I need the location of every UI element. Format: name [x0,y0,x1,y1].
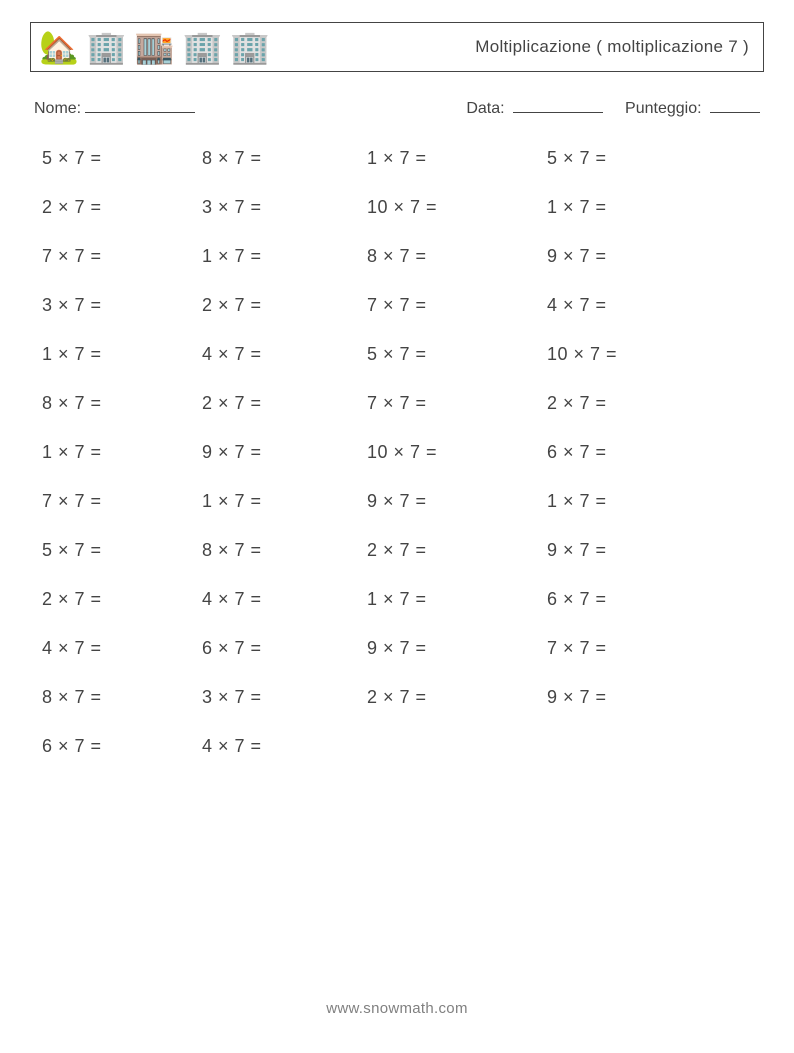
problem-cell: 7 × 7 = [42,491,202,512]
problem-cell: 2 × 7 = [367,540,547,561]
problem-cell: 6 × 7 = [547,589,717,610]
problem-row: 1 × 7 =9 × 7 =10 × 7 =6 × 7 = [42,442,764,463]
problem-cell: 4 × 7 = [202,589,367,610]
problem-row: 8 × 7 =2 × 7 =7 × 7 =2 × 7 = [42,393,764,414]
problem-cell: 2 × 7 = [42,589,202,610]
building-icon: 🏬 [135,31,175,63]
problem-cell: 1 × 7 = [547,197,717,218]
name-blank[interactable] [85,98,195,113]
name-field: Nome: [34,98,195,118]
problem-cell: 1 × 7 = [367,148,547,169]
footer-url: www.snowmath.com [0,1000,794,1017]
problem-cell: 1 × 7 = [42,442,202,463]
problem-row: 5 × 7 =8 × 7 =2 × 7 =9 × 7 = [42,540,764,561]
problem-cell: 7 × 7 = [42,246,202,267]
problem-cell: 6 × 7 = [547,442,717,463]
building-icon: 🏢 [87,31,127,63]
building-icon: 🏡 [39,31,79,63]
worksheet-header: 🏡 🏢 🏬 🏢 🏢 Moltiplicazione ( moltiplicazi… [30,22,764,72]
score-field: Punteggio: [625,98,760,118]
problem-cell: 3 × 7 = [202,197,367,218]
problem-cell [547,736,717,757]
problem-cell: 2 × 7 = [42,197,202,218]
problem-cell: 8 × 7 = [42,687,202,708]
problem-row: 7 × 7 =1 × 7 =9 × 7 =1 × 7 = [42,491,764,512]
problem-cell: 1 × 7 = [547,491,717,512]
problem-cell: 2 × 7 = [202,393,367,414]
building-icon: 🏢 [230,31,270,63]
problem-cell: 2 × 7 = [202,295,367,316]
problem-cell: 8 × 7 = [367,246,547,267]
problem-cell: 9 × 7 = [547,687,717,708]
problem-row: 2 × 7 =3 × 7 =10 × 7 =1 × 7 = [42,197,764,218]
problem-row: 6 × 7 =4 × 7 = [42,736,764,757]
problem-cell: 5 × 7 = [42,148,202,169]
problem-cell: 6 × 7 = [202,638,367,659]
problem-cell: 4 × 7 = [547,295,717,316]
problem-cell: 1 × 7 = [42,344,202,365]
problem-cell: 3 × 7 = [202,687,367,708]
header-icons: 🏡 🏢 🏬 🏢 🏢 [39,31,270,63]
problem-cell: 1 × 7 = [367,589,547,610]
problem-cell: 10 × 7 = [547,344,717,365]
problem-cell: 10 × 7 = [367,442,547,463]
problem-cell: 8 × 7 = [202,540,367,561]
date-label: Data: [466,100,504,117]
problem-row: 7 × 7 =1 × 7 =8 × 7 =9 × 7 = [42,246,764,267]
problem-cell: 7 × 7 = [547,638,717,659]
problem-row: 8 × 7 =3 × 7 =2 × 7 =9 × 7 = [42,687,764,708]
problem-cell: 3 × 7 = [42,295,202,316]
problem-cell: 2 × 7 = [547,393,717,414]
problem-cell: 9 × 7 = [367,491,547,512]
problem-row: 3 × 7 =2 × 7 =7 × 7 =4 × 7 = [42,295,764,316]
problem-cell: 6 × 7 = [42,736,202,757]
problem-cell: 5 × 7 = [547,148,717,169]
problem-cell: 8 × 7 = [202,148,367,169]
problem-row: 4 × 7 =6 × 7 =9 × 7 =7 × 7 = [42,638,764,659]
score-label: Punteggio: [625,100,702,117]
problem-cell: 5 × 7 = [42,540,202,561]
problems-grid: 5 × 7 =8 × 7 =1 × 7 =5 × 7 =2 × 7 =3 × 7… [42,148,764,757]
problem-cell: 1 × 7 = [202,246,367,267]
date-field: Data: [466,98,603,118]
problem-cell: 1 × 7 = [202,491,367,512]
name-label: Nome: [34,100,81,118]
problem-cell: 4 × 7 = [42,638,202,659]
problem-cell: 9 × 7 = [547,246,717,267]
problem-cell: 5 × 7 = [367,344,547,365]
problem-cell: 8 × 7 = [42,393,202,414]
problem-cell: 7 × 7 = [367,295,547,316]
info-row: Nome: Data: Punteggio: [34,98,760,118]
problem-cell: 9 × 7 = [367,638,547,659]
problem-row: 1 × 7 =4 × 7 =5 × 7 =10 × 7 = [42,344,764,365]
problem-cell: 2 × 7 = [367,687,547,708]
problem-cell: 4 × 7 = [202,344,367,365]
problem-row: 5 × 7 =8 × 7 =1 × 7 =5 × 7 = [42,148,764,169]
building-icon: 🏢 [183,31,223,63]
problem-cell: 9 × 7 = [547,540,717,561]
problem-cell: 10 × 7 = [367,197,547,218]
problem-row: 2 × 7 =4 × 7 =1 × 7 =6 × 7 = [42,589,764,610]
problem-cell: 4 × 7 = [202,736,367,757]
score-blank[interactable] [710,98,760,113]
problem-cell: 7 × 7 = [367,393,547,414]
date-blank[interactable] [513,98,603,113]
worksheet-title: Moltiplicazione ( moltiplicazione 7 ) [475,37,749,57]
problem-cell: 9 × 7 = [202,442,367,463]
problem-cell [367,736,547,757]
